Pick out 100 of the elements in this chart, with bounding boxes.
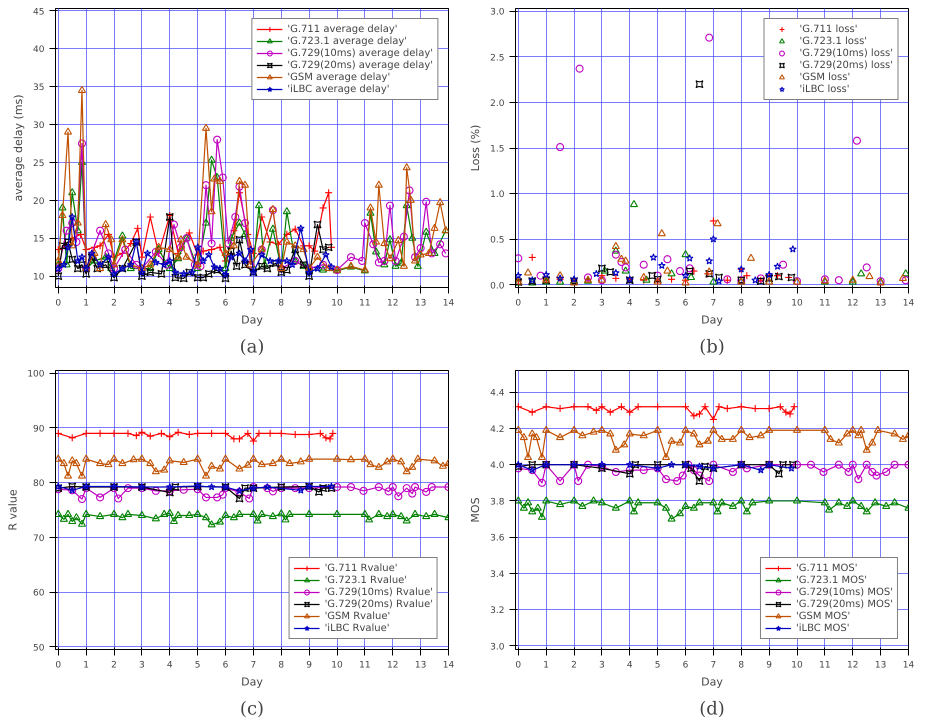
legend-label: 'GSM average delay' (287, 71, 390, 83)
x-tick-label: 9 (306, 660, 312, 670)
x-tick-label: 13 (874, 660, 886, 670)
x-tick-label: 12 (847, 660, 858, 670)
legend-label: 'G.723.1 MOS' (796, 574, 868, 586)
x-tick-label: 6 (222, 660, 229, 670)
x-tick-label: 5 (654, 298, 661, 308)
y-tick-label: 40 (33, 45, 45, 56)
y-tick-label: 1.5 (490, 144, 505, 154)
x-tick-label: 8 (738, 660, 744, 670)
x-axis-title: Day (241, 676, 264, 688)
x-tick-label: 0 (515, 298, 522, 308)
x-tick-label: 13 (414, 660, 426, 670)
y-tick-label: 25 (33, 158, 44, 169)
y-tick-label: 4.2 (490, 424, 505, 435)
text: (d) (699, 698, 725, 720)
x-tick-label: 1 (83, 660, 90, 670)
x-tick-label: 6 (682, 298, 689, 308)
y-tick-label: 4.0 (490, 461, 505, 472)
text: (c) (240, 698, 264, 720)
x-tick-label: 13 (414, 298, 426, 308)
x-tick-label: 10 (791, 660, 804, 670)
x-tick-label: 7 (710, 660, 716, 670)
x-tick-label: 14 (442, 660, 454, 670)
y-tick-label: 3.8 (490, 497, 505, 508)
x-tick-label: 4 (626, 298, 633, 308)
legend-label: 'GSM MOS' (796, 610, 850, 622)
legend-label: 'G.729(20ms) loss' (800, 59, 893, 71)
legend-label: 'GSM Rvalue' (324, 610, 390, 622)
x-tick-label: 3 (139, 298, 145, 308)
x-tick-label: 1 (543, 298, 550, 308)
y-tick-label: 60 (33, 588, 45, 599)
y-axis-title: average delay (ms) (12, 94, 26, 202)
legend-label: 'iLBC MOS' (796, 622, 850, 634)
x-tick-label: 12 (387, 660, 398, 670)
x-tick-label: 14 (902, 298, 914, 308)
x-tick-label: 3 (599, 298, 605, 308)
x-tick-label: 13 (874, 298, 886, 308)
y-tick-label: 2.0 (490, 98, 505, 109)
x-tick-label: 8 (278, 298, 284, 308)
x-tick-label: 12 (387, 298, 398, 308)
x-tick-label: 6 (682, 660, 689, 670)
legend-label: 'G.711 average delay' (287, 23, 398, 35)
x-tick-label: 8 (278, 660, 284, 670)
x-tick-label: 10 (331, 298, 344, 308)
x-tick-label: 7 (250, 660, 256, 670)
legend-label: 'G.729(20ms) Rvalue' (324, 598, 433, 610)
x-tick-label: 11 (359, 298, 371, 308)
x-tick-label: 9 (766, 298, 772, 308)
x-tick-label: 0 (515, 660, 522, 670)
legend-label: 'G.729(10ms) average delay' (287, 47, 433, 59)
y-axis-title: R value (6, 489, 20, 531)
legend-label: 'G.729(10ms) loss' (800, 47, 893, 59)
y-tick-label: 1.0 (490, 190, 505, 200)
legend-label: 'iLBC Rvalue' (324, 622, 390, 634)
x-axis-title: Day (241, 314, 264, 326)
x-tick-label: 10 (331, 660, 344, 670)
x-tick-label: 9 (306, 298, 312, 308)
legend-label: 'G.729(20ms) MOS' (796, 598, 893, 610)
x-tick-label: 7 (710, 298, 716, 308)
y-tick-label: 10 (33, 272, 45, 283)
x-tick-label: 3 (599, 660, 605, 670)
x-tick-label: 5 (654, 660, 661, 670)
x-axis-title: Day (701, 676, 724, 688)
x-tick-label: 11 (819, 298, 831, 308)
x-tick-label: 2 (111, 298, 117, 308)
legend-label: 'G.729(10ms) Rvalue' (324, 586, 433, 598)
y-tick-label: 20 (33, 196, 45, 207)
x-tick-label: 11 (359, 660, 371, 670)
y-tick-label: 30 (33, 120, 45, 131)
y-tick-label: 15 (33, 234, 44, 245)
legend-label: 'GSM loss' (800, 71, 850, 83)
y-tick-label: 90 (33, 424, 45, 434)
legend-label: 'iLBC average delay' (287, 83, 390, 95)
y-tick-label: 35 (33, 83, 44, 94)
x-tick-label: 2 (111, 660, 117, 670)
x-tick-label: 3 (139, 660, 145, 670)
x-tick-label: 0 (55, 298, 62, 308)
x-tick-label: 5 (194, 298, 201, 308)
y-tick-label: 70 (33, 534, 45, 544)
y-tick-label: 3.0 (490, 642, 505, 652)
x-tick-label: 1 (543, 660, 550, 670)
x-tick-label: 1 (83, 298, 90, 308)
y-axis-title: MOS (469, 497, 482, 523)
x-tick-label: 12 (847, 298, 858, 308)
legend-label: 'G.711 Rvalue' (324, 562, 398, 574)
y-tick-label: 80 (33, 479, 45, 490)
x-tick-label: 14 (442, 298, 454, 308)
x-tick-label: 14 (902, 660, 914, 670)
x-tick-label: 2 (571, 298, 577, 308)
x-tick-label: 11 (819, 660, 831, 670)
text: (b) (699, 336, 725, 358)
y-tick-label: 100 (27, 370, 45, 380)
y-tick-label: 45 (33, 7, 44, 18)
y-tick-label: 4.4 (490, 388, 505, 399)
legend-label: 'G.723.1 loss' (800, 35, 868, 47)
legend-label: 'G.723.1 Rvalue' (324, 574, 408, 586)
y-tick-label: 0.0 (490, 281, 505, 292)
x-tick-label: 2 (571, 660, 577, 670)
y-tick-label: 50 (33, 643, 45, 654)
